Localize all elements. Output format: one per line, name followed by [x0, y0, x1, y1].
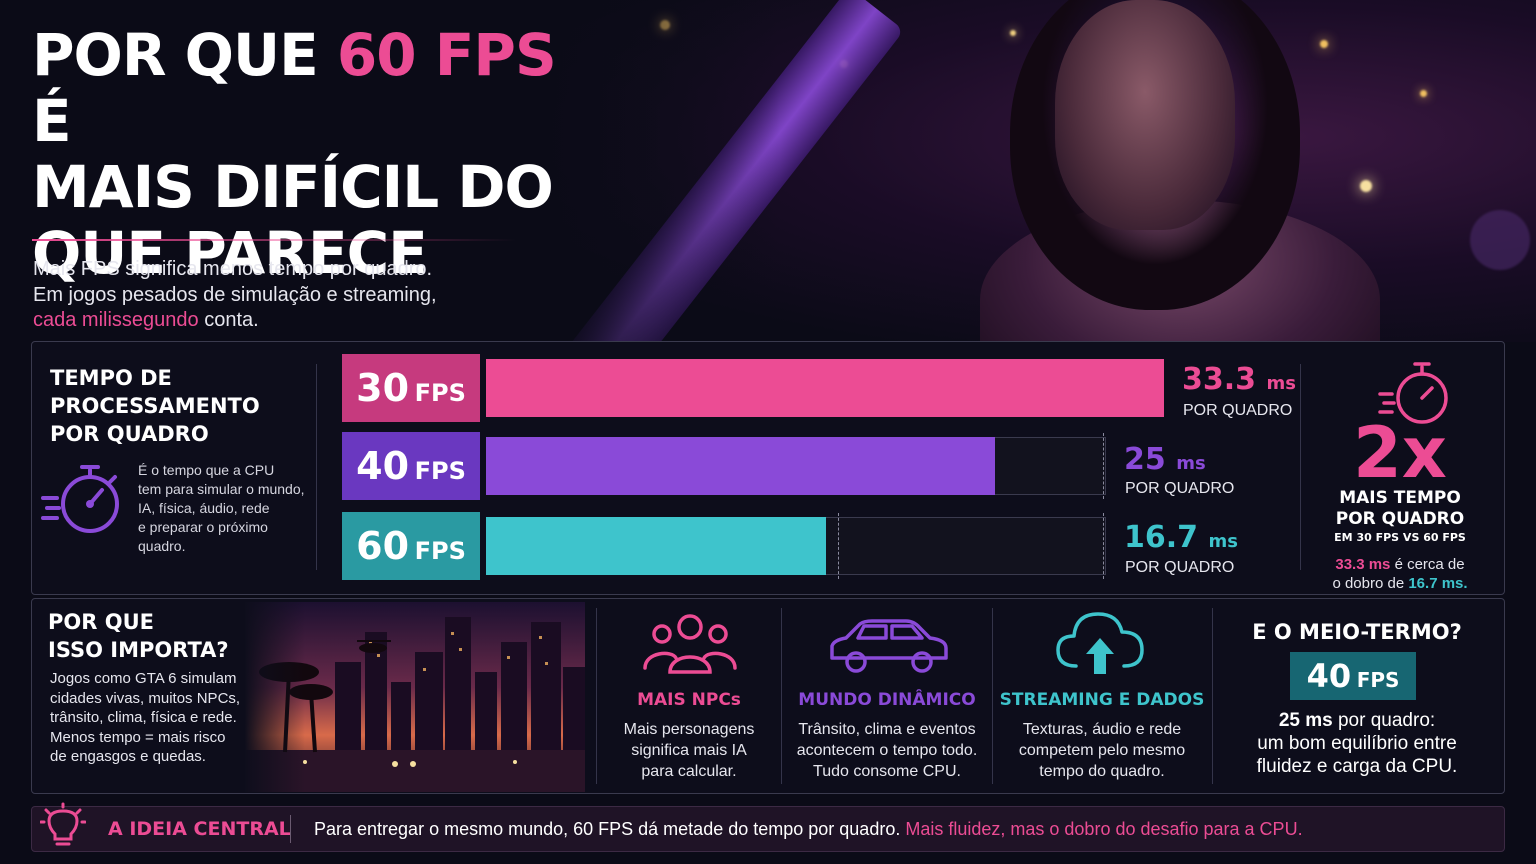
fps-label-30: 30 FPS	[342, 354, 480, 422]
comparison-note: 33.3 ms é cerca de o dobro de 16.7 ms.	[1332, 556, 1468, 592]
importance-heading: POR QUE ISSO IMPORTA?	[48, 610, 229, 662]
feature-text-streaming: Texturas, áudio e rede competem pelo mes…	[1018, 721, 1186, 780]
central-idea-separator	[290, 815, 291, 843]
panel-divider	[316, 364, 317, 570]
frame-time-heading: TEMPO DE PROCESSAMENTO POR QUADRO	[50, 366, 260, 446]
people-icon	[643, 614, 737, 674]
central-idea-bar	[31, 806, 1505, 852]
reference-line-25ms	[1102, 433, 1104, 499]
intro-text: Mais FPS significa menos tempo por quadr…	[33, 258, 437, 331]
bar-30-fps	[486, 359, 1164, 417]
middle-ground-title: E O MEIO-TERMO?	[1252, 620, 1462, 644]
feature-title-streaming: STREAMING E DADOS	[999, 690, 1205, 710]
lightbulb-icon	[40, 802, 86, 846]
central-idea-label: A IDEIA CENTRAL	[108, 818, 291, 840]
car-icon	[830, 619, 948, 673]
feature-title-world: MUNDO DINÂMICO	[798, 690, 976, 710]
city-illustration	[245, 602, 585, 792]
intro-highlight: cada milissegundo	[33, 309, 199, 331]
bar-60-fps	[486, 517, 827, 575]
feature-text-world: Trânsito, clima e eventos acontecem o te…	[796, 721, 978, 780]
bar-40-fps	[486, 437, 995, 495]
per-frame-label: POR QUADRO	[1125, 559, 1235, 576]
fps-label-60: 60 FPS	[342, 512, 480, 580]
stopwatch-icon	[1378, 362, 1448, 424]
comparison-multiplier: 2x	[1353, 412, 1447, 494]
importance-text: Jogos como GTA 6 simulam cidades vivas, …	[50, 670, 241, 765]
panel-divider	[596, 608, 597, 784]
panel-divider	[992, 608, 993, 784]
value-label-30-fps: 33.3 ms	[1182, 362, 1296, 397]
middle-ground-text: 25 ms por quadro: um bom equilíbrio entr…	[1256, 710, 1458, 777]
panel-divider	[781, 608, 782, 784]
value-label-40-fps: 25 ms	[1124, 442, 1206, 477]
per-frame-label: POR QUADRO	[1183, 402, 1293, 419]
panel-divider	[1212, 608, 1213, 784]
middle-ground-fps-badge: 40 FPS	[1290, 652, 1416, 700]
panel-divider	[1300, 364, 1301, 570]
comparison-title: MAIS TEMPO POR QUADRO	[1335, 488, 1465, 529]
page-title: POR QUE 60 FPS É MAIS DIFÍCIL DO QUE PAR…	[32, 21, 557, 287]
feature-title-npcs: MAIS NPCs	[637, 690, 741, 710]
per-frame-label: POR QUADRO	[1125, 480, 1235, 497]
fps-label-40: 40 FPS	[342, 432, 480, 500]
stopwatch-icon	[41, 465, 119, 533]
reference-line-25ms	[1102, 513, 1104, 579]
cloud-upload-icon	[1056, 612, 1144, 674]
frame-time-description: É o tempo que a CPU tem para simular o m…	[138, 462, 305, 554]
central-idea-text: Para entregar o mesmo mundo, 60 FPS dá m…	[314, 819, 1303, 839]
feature-text-npcs: Mais personagens significa mais IA para …	[623, 721, 755, 780]
reference-line-16-7ms	[838, 513, 840, 579]
title-accent: 60 FPS	[336, 21, 557, 89]
comparison-subtitle: EM 30 FPS VS 60 FPS	[1334, 531, 1466, 544]
hero-image	[540, 0, 1536, 342]
value-label-60-fps: 16.7 ms	[1124, 520, 1238, 555]
title-divider	[32, 239, 516, 241]
